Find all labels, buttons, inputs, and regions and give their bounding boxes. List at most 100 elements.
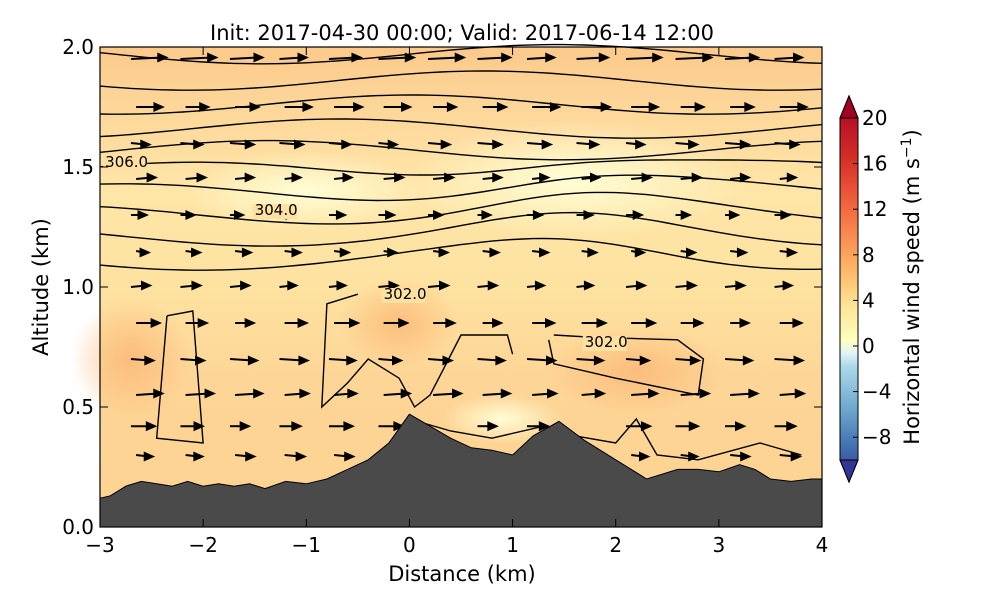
wind-arrow-head bbox=[481, 209, 493, 221]
wind-arrow-head bbox=[789, 139, 801, 150]
wind-arrow-head bbox=[302, 101, 314, 113]
wind-arrow-head bbox=[204, 388, 217, 399]
wind-arrow-head bbox=[496, 101, 509, 113]
wind-arrow-head bbox=[780, 209, 792, 221]
wind-arrow-head bbox=[143, 451, 156, 462]
contour-line bbox=[99, 237, 823, 271]
field-blob-5 bbox=[186, 151, 427, 231]
wind-arrow-head bbox=[335, 209, 348, 221]
wind-arrow-head bbox=[249, 101, 262, 113]
x-tick-label: 1 bbox=[506, 533, 519, 557]
wind-arrow bbox=[625, 56, 658, 60]
wind-arrow-head bbox=[590, 172, 602, 183]
wind-arrow-head bbox=[153, 388, 165, 399]
wind-arrow-head bbox=[445, 317, 457, 329]
colorbar-extend-max bbox=[839, 94, 859, 119]
contour-label: 304.0 bbox=[255, 201, 298, 219]
wind-arrow-head bbox=[634, 247, 647, 258]
wind-arrow-head bbox=[191, 280, 203, 291]
wind-arrow-head bbox=[680, 209, 693, 221]
x-axis-ticks: −3 −2 −1 0 1 2 3 4 bbox=[85, 47, 828, 557]
wind-arrow-head bbox=[739, 172, 752, 183]
contour-label-bg bbox=[582, 336, 627, 351]
wind-arrow-head bbox=[195, 355, 207, 366]
wind-arrow-head bbox=[794, 388, 807, 399]
wind-arrow-head bbox=[541, 139, 554, 150]
wind-arrow-head bbox=[343, 421, 355, 432]
wind-arrow-head bbox=[600, 101, 613, 113]
wind-arrow-head bbox=[346, 355, 358, 366]
wind-arrow-head bbox=[297, 52, 310, 63]
wind-arrow-head bbox=[748, 388, 760, 399]
contour-labels: 306.0 304.0 302.0 302.0 bbox=[103, 153, 628, 351]
x-axis-label: Distance (km) bbox=[388, 562, 536, 586]
wind-arrow-head bbox=[500, 388, 513, 399]
wind-arrow-head bbox=[638, 451, 651, 462]
wind-arrow-head bbox=[353, 101, 365, 113]
wind-arrow-head bbox=[291, 247, 303, 258]
contour-line bbox=[99, 43, 823, 65]
wind-arrow-head bbox=[740, 451, 752, 462]
contour-line bbox=[99, 191, 823, 225]
wind-arrow-head bbox=[294, 139, 306, 150]
wind-arrow-head bbox=[438, 280, 451, 291]
wind-arrow-head bbox=[393, 421, 405, 432]
wind-vectors bbox=[130, 52, 809, 462]
y-tick-label: 1.0 bbox=[62, 275, 94, 299]
x-tick-label: −3 bbox=[85, 533, 114, 557]
x-tick-label: −1 bbox=[292, 533, 321, 557]
colorbar-extend-min bbox=[839, 459, 859, 484]
wind-arrow-head bbox=[547, 388, 559, 399]
wind-arrow-head bbox=[648, 101, 661, 113]
field-blob-2 bbox=[546, 326, 727, 416]
wind-arrow-head bbox=[233, 209, 246, 221]
wind-arrow-head bbox=[797, 101, 809, 113]
wind-arrow-head bbox=[686, 280, 699, 291]
wind-arrow-head bbox=[207, 52, 219, 63]
wind-arrow-head bbox=[287, 280, 299, 291]
wind-arrow-head bbox=[596, 317, 608, 329]
wind-arrow-head bbox=[639, 355, 652, 366]
contour-label: 302.0 bbox=[585, 333, 628, 351]
wind-arrow-head bbox=[241, 247, 254, 258]
wind-arrow bbox=[130, 56, 163, 60]
contour-label: 302.0 bbox=[384, 285, 427, 303]
potential-temperature-contours bbox=[99, 43, 823, 461]
wind-arrow-head bbox=[492, 317, 504, 329]
colorbar-label-exponent: −1 bbox=[899, 137, 915, 158]
wind-arrow-head bbox=[739, 139, 752, 150]
wind-arrow-head bbox=[297, 317, 310, 329]
wind-arrow-head bbox=[686, 247, 698, 258]
wind-arrow-head bbox=[245, 451, 257, 462]
wind-arrow-head bbox=[446, 101, 459, 113]
y-axis-label: Altitude (km) bbox=[29, 218, 53, 356]
contour-line bbox=[99, 118, 823, 139]
wind-arrow-head bbox=[694, 101, 707, 113]
wind-arrow-head bbox=[489, 247, 501, 258]
x-tick-label: 4 bbox=[816, 533, 829, 557]
wind-arrow-head bbox=[387, 247, 399, 258]
wind-arrow-head bbox=[401, 101, 413, 113]
wind-arrow-head bbox=[197, 317, 210, 329]
wind-arrow-head bbox=[546, 355, 558, 366]
field-blob-3 bbox=[404, 119, 745, 239]
wind-arrow-head bbox=[199, 101, 211, 113]
contour-label-bg bbox=[252, 204, 297, 219]
colorbar-tick-label: 0 bbox=[862, 334, 875, 358]
wind-arrow-head bbox=[299, 388, 311, 399]
contour-line bbox=[99, 139, 823, 161]
wind-arrow-head bbox=[137, 209, 150, 221]
wind-arrow-head bbox=[193, 451, 205, 462]
wind-arrow-head bbox=[688, 139, 700, 150]
wind-arrow-head bbox=[442, 355, 454, 366]
wind-arrow-head bbox=[440, 139, 453, 150]
wind-arrow-head bbox=[244, 172, 257, 183]
wind-arrow-head bbox=[341, 139, 353, 150]
y-tick-label: 2.0 bbox=[62, 35, 94, 59]
wind-arrow-head bbox=[398, 317, 410, 329]
wind-arrow-head bbox=[593, 355, 606, 366]
wind-arrow-head bbox=[744, 101, 756, 113]
terrain bbox=[99, 413, 823, 528]
contour-line bbox=[321, 293, 514, 409]
